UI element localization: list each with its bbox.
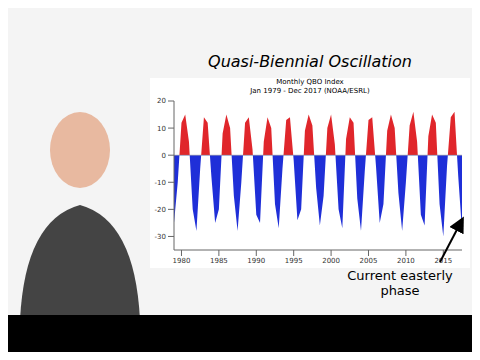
html-text:Jan 1979 - Dec 2017 (NOAA/ESRL: Jan 1979 - Dec 2017 (NOAA/ESRL) <box>250 87 370 95</box>
html-text:Current easterly phase: Current easterly phase <box>347 268 453 298</box>
svg-text:-20: -20 <box>155 206 166 214</box>
svg-text:1985: 1985 <box>210 257 228 265</box>
html-text:Monthly QBO Index: Monthly QBO Index <box>276 78 344 86</box>
svg-text:2010: 2010 <box>397 257 415 265</box>
svg-text:1990: 1990 <box>247 257 265 265</box>
svg-text:1995: 1995 <box>285 257 303 265</box>
svg-text:2005: 2005 <box>360 257 378 265</box>
svg-text:0: 0 <box>162 152 166 160</box>
svg-text:2000: 2000 <box>322 257 340 265</box>
svg-text:1980: 1980 <box>173 257 191 265</box>
svg-text:10: 10 <box>157 125 166 133</box>
svg-text:-10: -10 <box>155 179 166 187</box>
svg-text:-30: -30 <box>155 233 166 241</box>
svg-text:2015: 2015 <box>434 257 452 265</box>
svg-text:20: 20 <box>157 97 166 105</box>
html-text:Quasi-Biennial Oscillation: Quasi-Biennial Oscillation <box>208 52 412 71</box>
